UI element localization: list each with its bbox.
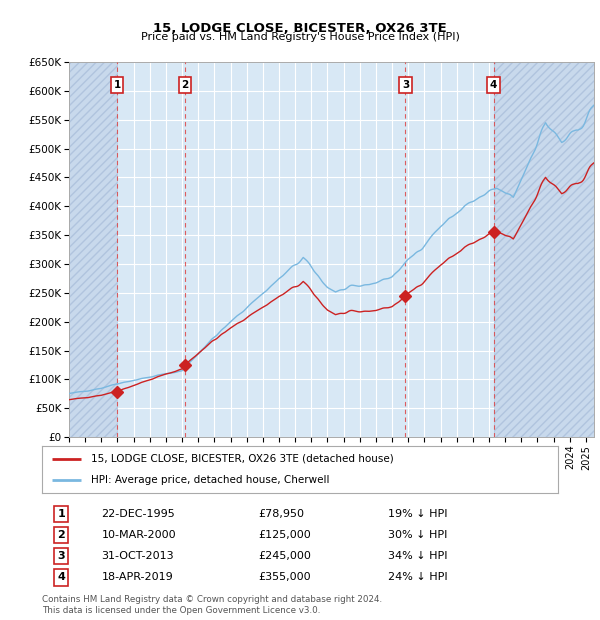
Text: 22-DEC-1995: 22-DEC-1995 bbox=[101, 509, 175, 519]
Text: £78,950: £78,950 bbox=[259, 509, 305, 519]
Text: 31-OCT-2013: 31-OCT-2013 bbox=[101, 551, 174, 561]
Text: 4: 4 bbox=[57, 572, 65, 582]
Text: 3: 3 bbox=[402, 80, 409, 90]
Text: 3: 3 bbox=[57, 551, 65, 561]
Text: 1: 1 bbox=[113, 80, 121, 90]
Text: £125,000: £125,000 bbox=[259, 530, 311, 540]
Text: 2: 2 bbox=[57, 530, 65, 540]
Text: 34% ↓ HPI: 34% ↓ HPI bbox=[388, 551, 447, 561]
Text: Price paid vs. HM Land Registry's House Price Index (HPI): Price paid vs. HM Land Registry's House … bbox=[140, 32, 460, 42]
Text: 18-APR-2019: 18-APR-2019 bbox=[101, 572, 173, 582]
Bar bbox=[494, 62, 594, 437]
Text: 10-MAR-2000: 10-MAR-2000 bbox=[101, 530, 176, 540]
Bar bbox=[69, 62, 117, 437]
Text: 15, LODGE CLOSE, BICESTER, OX26 3TE: 15, LODGE CLOSE, BICESTER, OX26 3TE bbox=[153, 22, 447, 35]
Text: 2: 2 bbox=[182, 80, 189, 90]
Text: 4: 4 bbox=[490, 80, 497, 90]
Text: 15, LODGE CLOSE, BICESTER, OX26 3TE (detached house): 15, LODGE CLOSE, BICESTER, OX26 3TE (det… bbox=[91, 454, 394, 464]
Text: 1: 1 bbox=[57, 509, 65, 519]
Text: 30% ↓ HPI: 30% ↓ HPI bbox=[388, 530, 447, 540]
Text: HPI: Average price, detached house, Cherwell: HPI: Average price, detached house, Cher… bbox=[91, 476, 329, 485]
Text: £245,000: £245,000 bbox=[259, 551, 311, 561]
Text: 24% ↓ HPI: 24% ↓ HPI bbox=[388, 572, 448, 582]
Text: Contains HM Land Registry data © Crown copyright and database right 2024.
This d: Contains HM Land Registry data © Crown c… bbox=[42, 595, 382, 614]
Text: 19% ↓ HPI: 19% ↓ HPI bbox=[388, 509, 447, 519]
Text: £355,000: £355,000 bbox=[259, 572, 311, 582]
